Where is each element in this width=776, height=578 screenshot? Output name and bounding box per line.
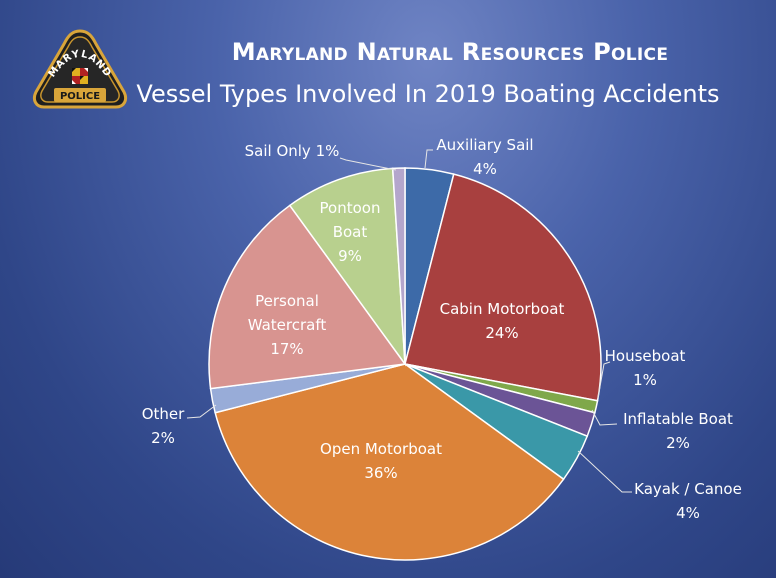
slice-labels: Auxiliary Sail 4% Cabin Motorboat 24% Houseb… xyxy=(142,136,742,522)
slice-value-label: 1% xyxy=(633,371,657,389)
slice-name-label: Watercraft xyxy=(248,316,327,334)
pie-slice-sail-only xyxy=(391,167,406,365)
slice-name-label: Houseboat xyxy=(605,347,686,365)
slice-value-label: 36% xyxy=(364,464,397,482)
slice-label: Personal Watercraft 17% xyxy=(248,292,327,358)
slice-name-label: Open Motorboat xyxy=(320,440,442,458)
slice-name-label: Kayak / Canoe xyxy=(634,480,742,498)
leader-line xyxy=(577,450,632,493)
slice-value-label: Sail Only 1% xyxy=(245,142,340,160)
slice-label: Inflatable Boat 2% xyxy=(623,410,733,452)
leader-line xyxy=(424,149,433,169)
slice-label: Open Motorboat 36% xyxy=(320,440,442,482)
slice-label: Houseboat 1% xyxy=(605,347,686,389)
slice-name-label: Cabin Motorboat xyxy=(440,300,565,318)
slice-value-label: 2% xyxy=(666,434,690,452)
leader-line xyxy=(339,157,397,171)
slice-value-label: 24% xyxy=(485,324,518,342)
slice-value-label: 4% xyxy=(676,504,700,522)
slice-label: Other 2% xyxy=(142,405,185,447)
slice-name-label: Other xyxy=(142,405,185,423)
svg-text:POLICE: POLICE xyxy=(60,91,100,102)
slice-name-label: Personal xyxy=(255,292,319,310)
slice-label: Cabin Motorboat 24% xyxy=(440,300,565,342)
pie-slice-cabin-motorboat xyxy=(404,173,602,402)
police-badge-logo: MARYLAND POLICE xyxy=(32,29,128,109)
leader-line xyxy=(591,409,618,426)
page-subtitle: Vessel Types Involved In 2019 Boating Ac… xyxy=(136,80,720,108)
leader-line xyxy=(186,404,217,419)
slice-value-label: 17% xyxy=(270,340,303,358)
pie-slice-personal-watercraft xyxy=(208,204,407,390)
slice-value-label: 4% xyxy=(473,160,497,178)
page-title: Maryland Natural Resources Police xyxy=(231,38,669,66)
slice-name-label: Auxiliary Sail xyxy=(436,136,533,154)
pie-slice-open-motorboat xyxy=(214,363,565,561)
pie-slices xyxy=(208,167,602,561)
slice-name-label: Inflatable Boat xyxy=(623,410,733,428)
slice-name-label: Pontoon xyxy=(320,199,381,217)
slice-value-label: 9% xyxy=(338,247,362,265)
slice-value-label: 2% xyxy=(151,429,175,447)
slice-label: Pontoon Boat 9% xyxy=(320,199,381,265)
leader-lines xyxy=(186,149,632,493)
slice-label: Auxiliary Sail 4% xyxy=(436,136,533,178)
slice-name-label: Boat xyxy=(333,223,368,241)
slice-label: Kayak / Canoe 4% xyxy=(634,480,742,522)
leader-line xyxy=(597,361,611,399)
slice-label: Sail Only 1% xyxy=(245,142,340,160)
